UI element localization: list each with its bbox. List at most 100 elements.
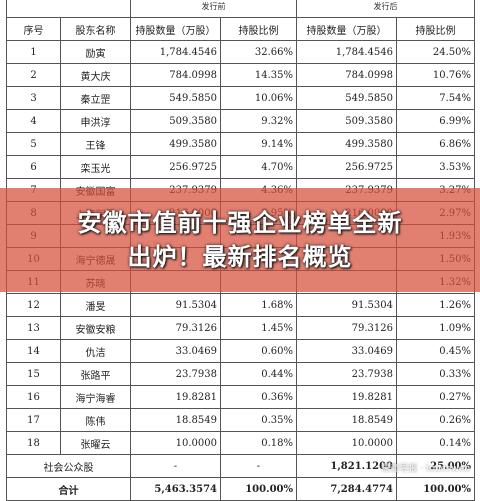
total-after-shares: 7,284.4774 xyxy=(296,477,397,501)
cell-before-ratio: 10.06% xyxy=(220,86,297,110)
cell-before-ratio: 32.66% xyxy=(220,40,297,64)
cell-shareholder-name: 励寅 xyxy=(60,40,131,64)
cell-shareholder-name: 海宁海睿 xyxy=(60,385,131,409)
cell-before-ratio: 9.32% xyxy=(220,109,297,133)
cell-no: 16 xyxy=(6,385,61,409)
cell-no: 18 xyxy=(6,431,61,455)
cell-before-ratio: 4.70% xyxy=(220,155,297,179)
cell-before-shares: 1,784.4546 xyxy=(130,40,221,64)
cell-shareholder-name: 安徽安粮 xyxy=(60,316,131,340)
total-after-ratio: 100.00% xyxy=(396,477,475,501)
cell-before-shares: 784.0998 xyxy=(130,63,221,87)
headline-line-2: 出炉！最新排名概览 xyxy=(127,243,353,271)
cell-no: 6 xyxy=(6,155,61,179)
cell-after-ratio: 10.76% xyxy=(396,63,475,87)
cell-after-ratio: 0.45% xyxy=(396,339,475,363)
cell-after-ratio: 0.26% xyxy=(396,408,475,432)
cell-before-shares: 91.5304 xyxy=(130,293,221,317)
cell-after-ratio: 3.53% xyxy=(396,155,475,179)
cell-after-ratio: 7.54% xyxy=(396,86,475,110)
cell-no: 2 xyxy=(6,63,61,87)
cell-no: 1 xyxy=(6,40,61,64)
cell-before-ratio: 1.45% xyxy=(220,316,297,340)
cell-after-shares: 10.0000 xyxy=(296,431,397,455)
cell-after-shares: 79.3126 xyxy=(296,316,397,340)
cell-before-ratio: 0.35% xyxy=(220,408,297,432)
cell-no: 4 xyxy=(6,109,61,133)
total-before-ratio: 100.00% xyxy=(220,477,297,501)
cell-after-shares: 549.5850 xyxy=(296,86,397,110)
public-label: 社会公众股 xyxy=(6,454,131,478)
cell-before-ratio: 0.36% xyxy=(220,385,297,409)
cell-no: 3 xyxy=(6,86,61,110)
header-before-ratio: 持股比例 xyxy=(220,17,297,41)
table-row: 18 张曜云 10.0000 0.18% 10.0000 0.14% xyxy=(6,431,475,455)
cell-shareholder-name: 王锋 xyxy=(60,132,131,156)
public-before-ratio: - xyxy=(220,454,297,478)
table-row: 5 王锋 499.3580 9.14% 499.3580 6.86% xyxy=(6,132,475,156)
cell-before-shares: 256.9725 xyxy=(130,155,221,179)
table-row: 1 励寅 1,784.4546 32.66% 1,784.4546 24.50% xyxy=(6,40,475,64)
group-label-after: 发行后 xyxy=(296,0,475,18)
cell-before-shares: 79.3126 xyxy=(130,316,221,340)
cell-no: 13 xyxy=(6,316,61,340)
table-group-header-row: 发行前 发行后 xyxy=(6,0,475,18)
table-corner xyxy=(6,0,131,18)
header-before-shares: 持股数量（万股） xyxy=(130,17,221,41)
cell-before-shares: 23.7938 xyxy=(130,362,221,386)
public-after-shares: 1,821.1200 xyxy=(296,454,397,478)
total-before-shares: 5,463.3574 xyxy=(130,477,221,501)
cell-before-ratio: 0.18% xyxy=(220,431,297,455)
cell-before-shares: 549.5850 xyxy=(130,86,221,110)
cell-shareholder-name: 黄大庆 xyxy=(60,63,131,87)
watermark-text: 悬壶导报 · touchweb xyxy=(381,464,470,474)
cell-after-ratio: 1.26% xyxy=(396,293,475,317)
cell-after-shares: 23.7938 xyxy=(296,362,397,386)
header-after-ratio: 持股比例 xyxy=(396,17,475,41)
cell-no: 17 xyxy=(6,408,61,432)
cell-before-ratio: 0.60% xyxy=(220,339,297,363)
header-name: 股东名称 xyxy=(60,17,131,41)
cell-no: 15 xyxy=(6,362,61,386)
headline-banner: 安徽市值前十强企业榜单全新 出炉！最新排名概览 xyxy=(0,188,480,292)
cell-after-ratio: 6.99% xyxy=(396,109,475,133)
cell-after-shares: 1,784.4546 xyxy=(296,40,397,64)
table-row: 14 仇洁 33.0469 0.60% 33.0469 0.45% xyxy=(6,339,475,363)
table-header-row: 序号 股东名称 持股数量（万股） 持股比例 持股数量（万股） 持股比例 xyxy=(6,17,475,41)
header-no: 序号 xyxy=(6,17,61,41)
cell-before-shares: 18.8549 xyxy=(130,408,221,432)
cell-before-ratio: 1.68% xyxy=(220,293,297,317)
cell-before-ratio: 0.44% xyxy=(220,362,297,386)
cell-after-ratio: 24.50% xyxy=(396,40,475,64)
public-shares-row: 社会公众股 - - 1,821.1200 25.00% xyxy=(6,454,475,478)
cell-shareholder-name: 潘旻 xyxy=(60,293,131,317)
table-row: 15 张路平 23.7938 0.44% 23.7938 0.33% xyxy=(6,362,475,386)
table-row: 17 陈伟 18.8549 0.35% 18.8549 0.26% xyxy=(6,408,475,432)
cell-shareholder-name: 申洪淳 xyxy=(60,109,131,133)
cell-shareholder-name: 张路平 xyxy=(60,362,131,386)
cell-shareholder-name: 栾玉光 xyxy=(60,155,131,179)
cell-after-ratio: 0.27% xyxy=(396,385,475,409)
cell-before-shares: 10.0000 xyxy=(130,431,221,455)
cell-after-shares: 509.3580 xyxy=(296,109,397,133)
cell-after-ratio: 1.09% xyxy=(396,316,475,340)
cell-no: 5 xyxy=(6,132,61,156)
cell-no: 12 xyxy=(6,293,61,317)
cell-shareholder-name: 秦立罡 xyxy=(60,86,131,110)
table-row: 3 秦立罡 549.5850 10.06% 549.5850 7.54% xyxy=(6,86,475,110)
cell-shareholder-name: 陈伟 xyxy=(60,408,131,432)
total-row: 合计 5,463.3574 100.00% 7,284.4774 100.00% xyxy=(6,477,475,501)
cell-before-shares: 19.8281 xyxy=(130,385,221,409)
total-label: 合计 xyxy=(6,477,131,501)
public-before-shares: - xyxy=(130,454,221,478)
cell-before-ratio: 14.35% xyxy=(220,63,297,87)
cell-after-shares: 784.0998 xyxy=(296,63,397,87)
cell-after-shares: 91.5304 xyxy=(296,293,397,317)
headline-line-1: 安徽市值前十强企业榜单全新 xyxy=(77,209,403,237)
header-after-shares: 持股数量（万股） xyxy=(296,17,397,41)
table-row: 12 潘旻 91.5304 1.68% 91.5304 1.26% xyxy=(6,293,475,317)
cell-before-shares: 499.3580 xyxy=(130,132,221,156)
cell-after-shares: 33.0469 xyxy=(296,339,397,363)
table-row: 13 安徽安粮 79.3126 1.45% 79.3126 1.09% xyxy=(6,316,475,340)
